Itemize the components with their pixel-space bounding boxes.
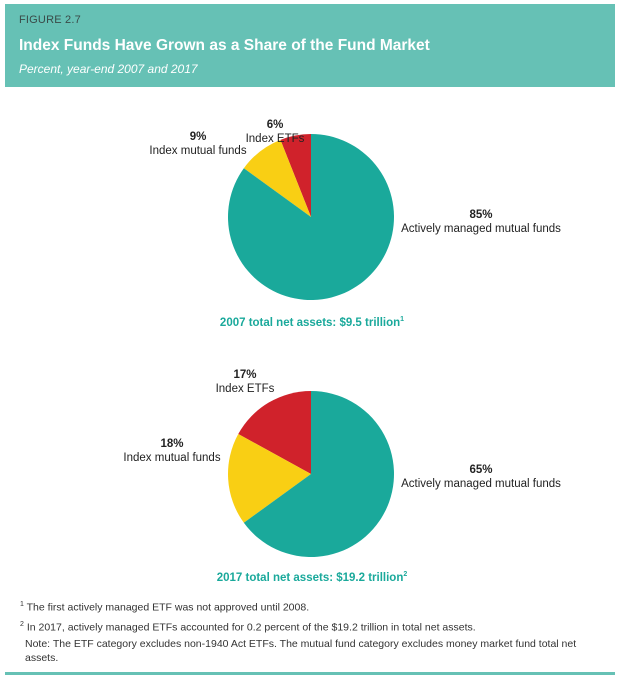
label-2017-actively-managed: 65% Actively managed mutual funds <box>392 463 570 491</box>
name-2017-actively-managed: Actively managed mutual funds <box>401 478 561 490</box>
pct-2007-index-mutual-funds: 9% <box>189 131 207 143</box>
total-2007-footnote: 1 <box>400 316 405 323</box>
pct-2017-index-mutual-funds: 18% <box>160 438 184 450</box>
total-2007: 2007 total net assets: $9.5 trillion1 <box>0 316 624 329</box>
footnote-1-mark: 1 <box>20 601 24 608</box>
pct-2007-actively-managed: 85% <box>469 209 493 221</box>
total-2017-text: 2017 total net assets: $19.2 trillion <box>216 571 404 584</box>
slice-2007-index-etfs <box>280 134 311 217</box>
label-2017-index-mutual-funds: 18% Index mutual funds <box>114 437 230 465</box>
name-2007-index-mutual-funds: Index mutual funds <box>149 145 247 157</box>
name-2007-actively-managed: Actively managed mutual funds <box>401 223 561 235</box>
pct-2007-index-etfs: 6% <box>266 119 284 131</box>
footnotes: 1 The first actively managed ETF was not… <box>20 598 610 668</box>
figure-subtitle: Percent, year-end 2007 and 2017 <box>19 62 198 76</box>
total-2017-footnote: 2 <box>403 571 408 578</box>
total-2007-text: 2007 total net assets: $9.5 trillion <box>219 316 401 329</box>
label-2007-index-etfs: 6% Index ETFs <box>240 118 310 146</box>
label-2007-actively-managed: 85% Actively managed mutual funds <box>392 208 570 236</box>
slice-2017-index-etfs <box>238 391 311 474</box>
figure-title: Index Funds Have Grown as a Share of the… <box>19 37 430 54</box>
figure-header: FIGURE 2.7 Index Funds Have Grown as a S… <box>5 4 615 87</box>
slice-2017-actively-managed <box>243 391 394 557</box>
bottom-rule <box>5 672 615 675</box>
footnote-2: 2 In 2017, actively managed ETFs account… <box>20 618 610 635</box>
name-2017-index-mutual-funds: Index mutual funds <box>123 452 221 464</box>
name-2017-index-etfs: Index ETFs <box>215 383 275 395</box>
slice-2017-index-mutual-funds <box>227 434 311 523</box>
pie-2007 <box>228 134 394 300</box>
footnote-2-text: In 2017, actively managed ETFs accounted… <box>26 621 476 633</box>
footnote-1-text: The first actively managed ETF was not a… <box>26 601 310 614</box>
slice-2007-actively-managed <box>228 134 394 300</box>
label-2017-index-etfs: 17% Index ETFs <box>205 368 285 396</box>
pie-2017 <box>227 391 394 557</box>
note: Note: The ETF category excludes non-1940… <box>25 638 577 664</box>
slice-2007-index-mutual-funds <box>243 139 311 217</box>
total-2017: 2017 total net assets: $19.2 trillion2 <box>0 571 624 584</box>
pct-2017-index-etfs: 17% <box>233 369 257 381</box>
label-2007-index-mutual-funds: 9% Index mutual funds <box>130 130 266 158</box>
pct-2017-actively-managed: 65% <box>469 464 493 476</box>
name-2007-index-etfs: Index ETFs <box>245 133 305 145</box>
footnote-1: 1 The first actively managed ETF was not… <box>20 598 610 615</box>
figure-label: FIGURE 2.7 <box>19 14 81 26</box>
footnote-2-mark: 2 <box>20 620 24 628</box>
